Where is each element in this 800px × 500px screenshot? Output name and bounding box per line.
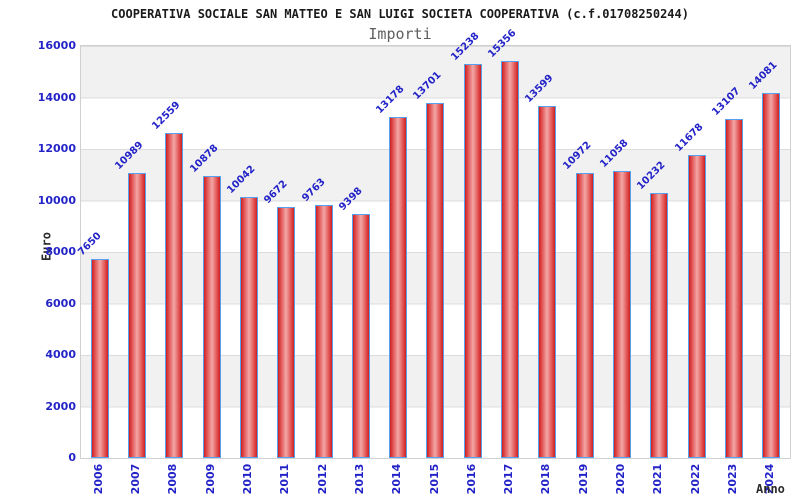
y-tick-label: 0 — [68, 451, 76, 464]
y-tick-label: 2000 — [45, 399, 76, 413]
bar — [426, 103, 445, 458]
y-tick-label: 8000 — [45, 245, 76, 258]
bar — [239, 197, 258, 458]
plot-area: 7650 10989 12559 10878 10042 9672 9763 9398 1317… — [76, 27, 791, 459]
x-axis: 2006 2007 2008 2009 2010 2011 2012 2013 2014 2015… — [80, 459, 789, 500]
bar-slot: 13599 — [524, 46, 566, 458]
bar — [762, 93, 781, 458]
bar-slot: 10042 — [225, 46, 267, 458]
bar-slot: 12559 — [151, 46, 193, 458]
x-tick-label: 2012 — [315, 463, 329, 495]
chart-subtitle: Importi — [368, 25, 432, 43]
bar-slot: 10972 — [561, 46, 603, 458]
bar — [389, 116, 408, 458]
bar-slot: 9763 — [300, 46, 342, 458]
bar-value-label: 10878 — [187, 142, 221, 175]
bar-value-label: 13599 — [523, 72, 557, 105]
x-tick-label: 2011 — [278, 463, 292, 495]
y-tick-label: 16000 — [37, 39, 76, 52]
bar-slot: 14081 — [748, 46, 790, 458]
x-tick-label: 2009 — [203, 463, 217, 495]
bar-value-label: 10232 — [635, 159, 668, 192]
bar-slot: 10989 — [113, 46, 155, 458]
bar — [90, 259, 109, 458]
y-axis: 0 2000 4000 6000 8000 10000 12000 14000 16000 — [0, 39, 76, 464]
y-tick-label: 6000 — [45, 296, 76, 310]
bar — [725, 118, 744, 458]
bar-slot: 13701 — [412, 46, 454, 458]
bar — [277, 206, 296, 458]
bar — [613, 171, 632, 458]
x-tick-label: 2020 — [614, 463, 628, 495]
bar — [687, 155, 706, 458]
bar — [351, 214, 370, 458]
bar-value-label: 13178 — [374, 83, 407, 116]
x-tick-label: 2018 — [539, 463, 553, 495]
bar-value-label: 11058 — [598, 137, 631, 171]
x-axis-title: Anno — [756, 482, 785, 496]
bar — [165, 132, 184, 458]
x-tick-label: 2023 — [726, 463, 740, 495]
bar-slot: 9398 — [337, 46, 379, 458]
bar — [127, 173, 146, 458]
bar-value-label: 7650 — [75, 230, 104, 259]
bar — [463, 63, 482, 458]
bar-value-label: 13701 — [411, 69, 445, 103]
bar — [501, 60, 520, 458]
bar — [575, 173, 594, 458]
x-tick-label: 2007 — [128, 463, 142, 495]
bar-slot: 15356 — [486, 27, 528, 458]
x-tick-label: 2019 — [576, 463, 590, 495]
bar-slot: 11678 — [673, 46, 715, 458]
bar-slot: 13107 — [710, 46, 752, 458]
chart-title: COOPERATIVA SOCIALE SAN MATTEO E SAN LUI… — [111, 7, 689, 21]
x-tick-label: 2022 — [688, 463, 702, 495]
bar-slot: 7650 — [76, 46, 118, 458]
bar — [650, 192, 669, 458]
x-tick-label: 2006 — [91, 463, 105, 495]
y-tick-label: 14000 — [37, 90, 76, 104]
y-tick-label: 4000 — [45, 348, 76, 361]
x-tick-label: 2008 — [166, 463, 180, 495]
bar-slot: 15238 — [449, 30, 491, 458]
bar — [314, 204, 333, 458]
y-tick-label: 10000 — [37, 193, 76, 207]
bar-slot: 10232 — [636, 46, 678, 458]
x-tick-label: 2021 — [651, 463, 665, 495]
bar-value-label: 10989 — [113, 139, 146, 173]
bar-value-label: 10972 — [560, 140, 594, 173]
x-tick-label: 2014 — [390, 463, 404, 495]
bar-value-label: 10042 — [225, 164, 258, 197]
bar-value-label: 11678 — [672, 121, 706, 155]
x-tick-label: 2016 — [464, 463, 478, 495]
bar-value-label: 14081 — [747, 60, 780, 93]
bar-slot: 13178 — [374, 46, 417, 458]
bar-value-label: 13107 — [710, 85, 743, 118]
bar-slot: 9672 — [262, 46, 305, 458]
bar — [202, 175, 221, 458]
y-tick-label: 12000 — [37, 142, 76, 155]
x-tick-label: 2010 — [240, 463, 254, 495]
bar-slot: 11058 — [598, 46, 640, 458]
x-tick-label: 2017 — [502, 463, 516, 495]
bar-slot: 10878 — [188, 46, 230, 458]
x-tick-label: 2013 — [352, 463, 366, 495]
x-tick-label: 2015 — [427, 463, 441, 495]
bar — [538, 105, 557, 458]
bar-value-label: 12559 — [150, 99, 183, 132]
